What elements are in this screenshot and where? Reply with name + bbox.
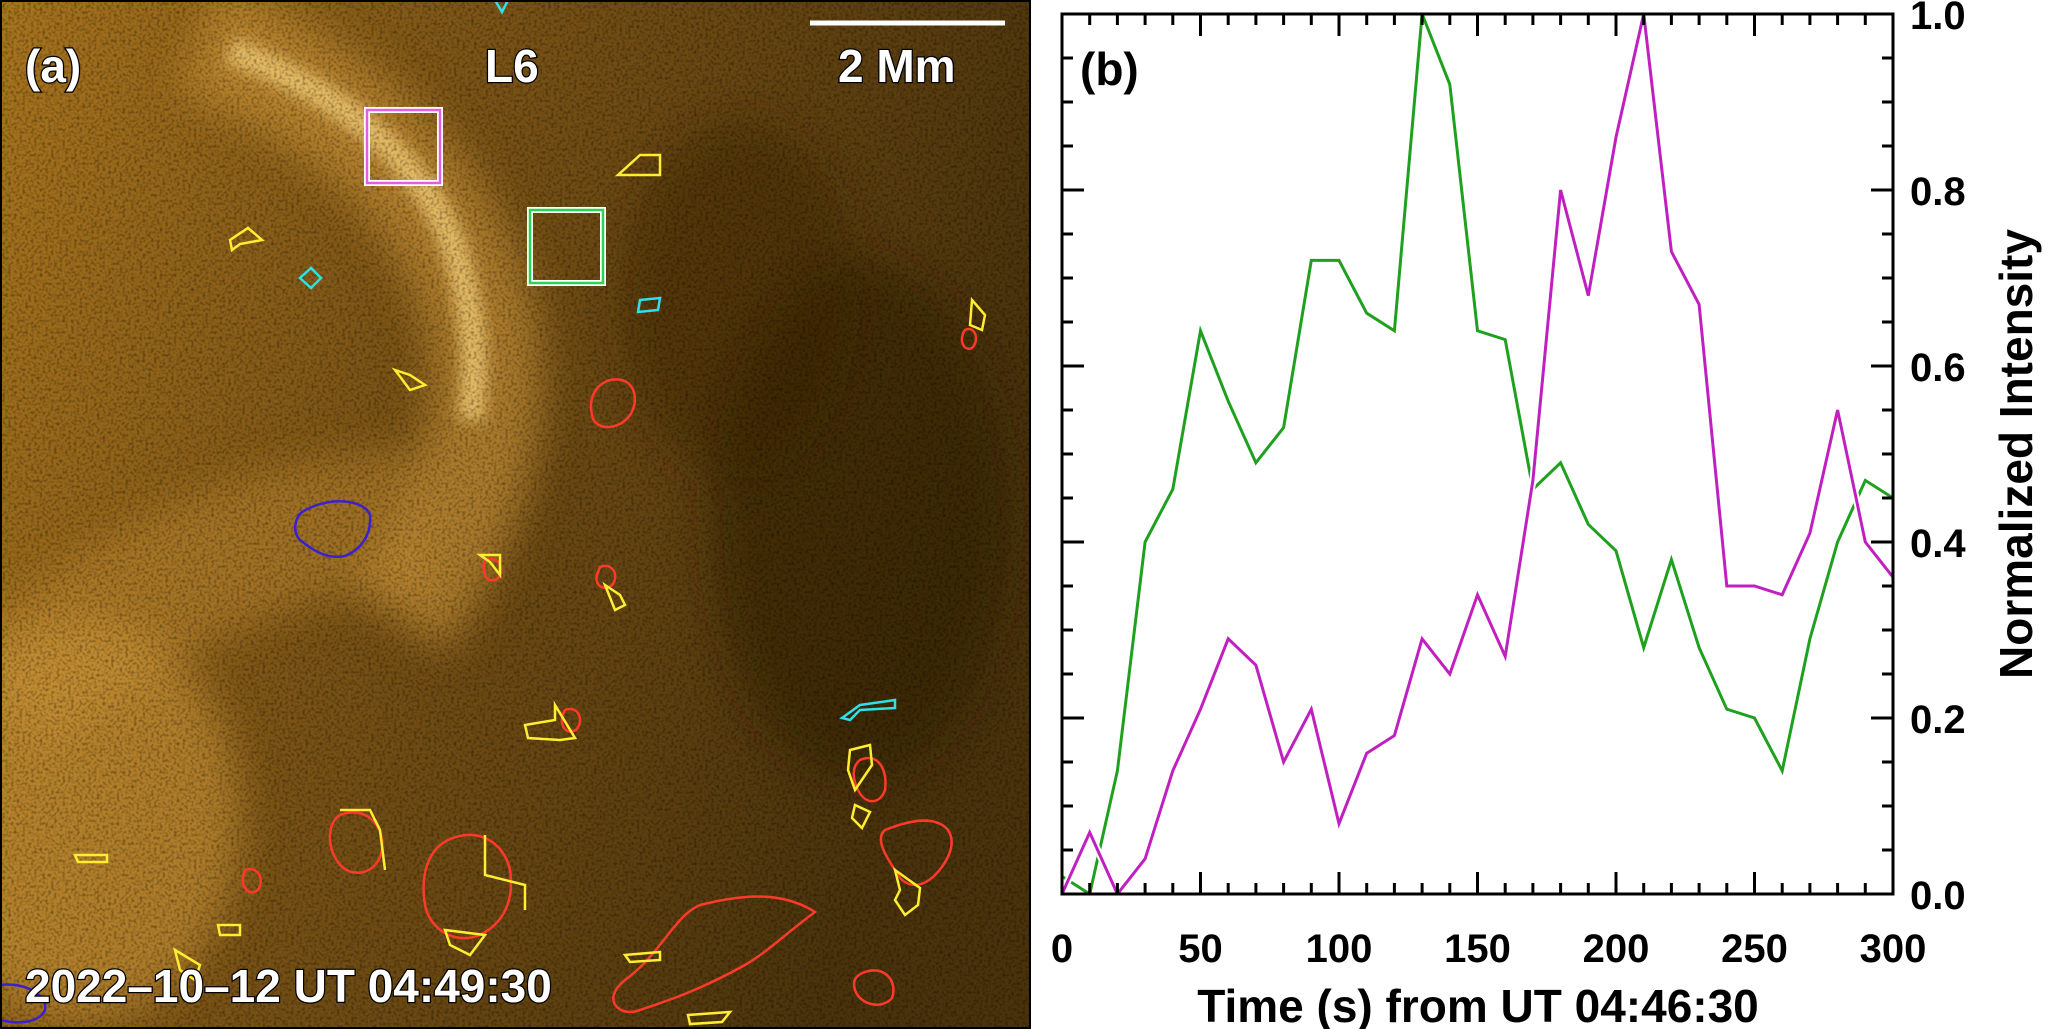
red-contour [328, 811, 384, 874]
panel-a-border [0, 0, 1031, 1029]
plot-frame [1060, 12, 1895, 896]
scale-label: 2 Mm [838, 40, 956, 92]
yellow-contour [892, 866, 922, 917]
red-contour [852, 969, 895, 1006]
yellow-contour [622, 950, 662, 964]
yellow-contour [73, 853, 109, 864]
series-layer [1060, 14, 1895, 894]
x-tick-label: 250 [1721, 927, 1788, 971]
y-tick-label: 1.0 [1910, 0, 1966, 38]
cyan-contour [298, 266, 323, 290]
red-contour [595, 564, 617, 590]
image-noise [0, 0, 1030, 1029]
light-curve-panel: 0 50 100 150 200 250 300 0.0 0.2 0.4 0.6 0.8 1.0 (b)… [1051, 0, 2042, 1029]
yellow-contour [391, 367, 428, 392]
blue-contour [0, 983, 47, 1024]
series-1-line [1061, 14, 1894, 894]
magenta-box [364, 107, 443, 186]
loop-label: L6 [485, 40, 539, 92]
y-axis-label: Normalized Intensity [1990, 229, 2042, 679]
y-tick-label: 0.8 [1910, 170, 1966, 214]
series-1-halo [1060, 14, 1895, 894]
red-contour [482, 557, 503, 582]
y-tick-label: 0.4 [1910, 522, 1966, 566]
yellow-contour [173, 947, 202, 982]
yellow-contour [228, 226, 265, 253]
axis-tick-labels: 0 50 100 150 200 250 300 0.0 0.2 0.4 0.6 0.8 1.0 [1051, 0, 1966, 971]
yellow-contour [686, 1010, 733, 1026]
red-contour [879, 819, 953, 887]
yellow-contour [443, 928, 488, 957]
x-tick-label: 200 [1583, 927, 1650, 971]
yellow-contour [968, 296, 987, 332]
yellow-contour [614, 153, 662, 177]
yellow-contour [523, 700, 578, 742]
yellow-contour [850, 803, 872, 831]
yellow-contour [483, 835, 527, 910]
yellow-contour [340, 808, 387, 871]
x-tick-label: 150 [1444, 927, 1511, 971]
red-contour [852, 756, 887, 803]
cyan-contour [636, 296, 662, 314]
x-tick-label: 0 [1051, 927, 1073, 971]
cyan-contour [493, 0, 510, 15]
yellow-contour [216, 923, 242, 937]
timestamp: 2022–10–12 UT 04:49:30 [25, 960, 552, 1012]
panel-b-label: (b) [1080, 43, 1139, 95]
red-contour [960, 327, 978, 351]
blue-contours [0, 500, 372, 1024]
blue-contour [294, 500, 372, 559]
x-tick-label: 300 [1860, 927, 1927, 971]
red-contour [612, 895, 818, 1013]
series-2-line [1060, 14, 1895, 894]
y-tick-label: 0.2 [1910, 698, 1966, 742]
cyan-contours [298, 0, 897, 722]
x-tick-label: 50 [1178, 927, 1223, 971]
y-tick-label: 0.6 [1910, 346, 1966, 390]
solar-image-panel: (a) L6 2 Mm 2022–10–12 UT 04:49:30 [0, 0, 1030, 1029]
red-contour [241, 867, 262, 894]
x-axis-label: Time (s) from UT 04:46:30 [1197, 980, 1759, 1029]
y-tick-label: 0.0 [1910, 874, 1966, 918]
red-contour [589, 378, 637, 429]
axis-ticks [1060, 12, 1895, 896]
yellow-contour [476, 553, 502, 579]
cyan-contour [839, 698, 897, 722]
panel-a-label: (a) [25, 40, 81, 92]
red-contour [560, 707, 582, 733]
x-tick-label: 100 [1306, 927, 1373, 971]
green-box [527, 207, 606, 286]
yellow-contour [846, 743, 874, 793]
yellow-contours [73, 153, 987, 1026]
yellow-contour [602, 581, 627, 612]
series-2-halo [1060, 14, 1895, 894]
